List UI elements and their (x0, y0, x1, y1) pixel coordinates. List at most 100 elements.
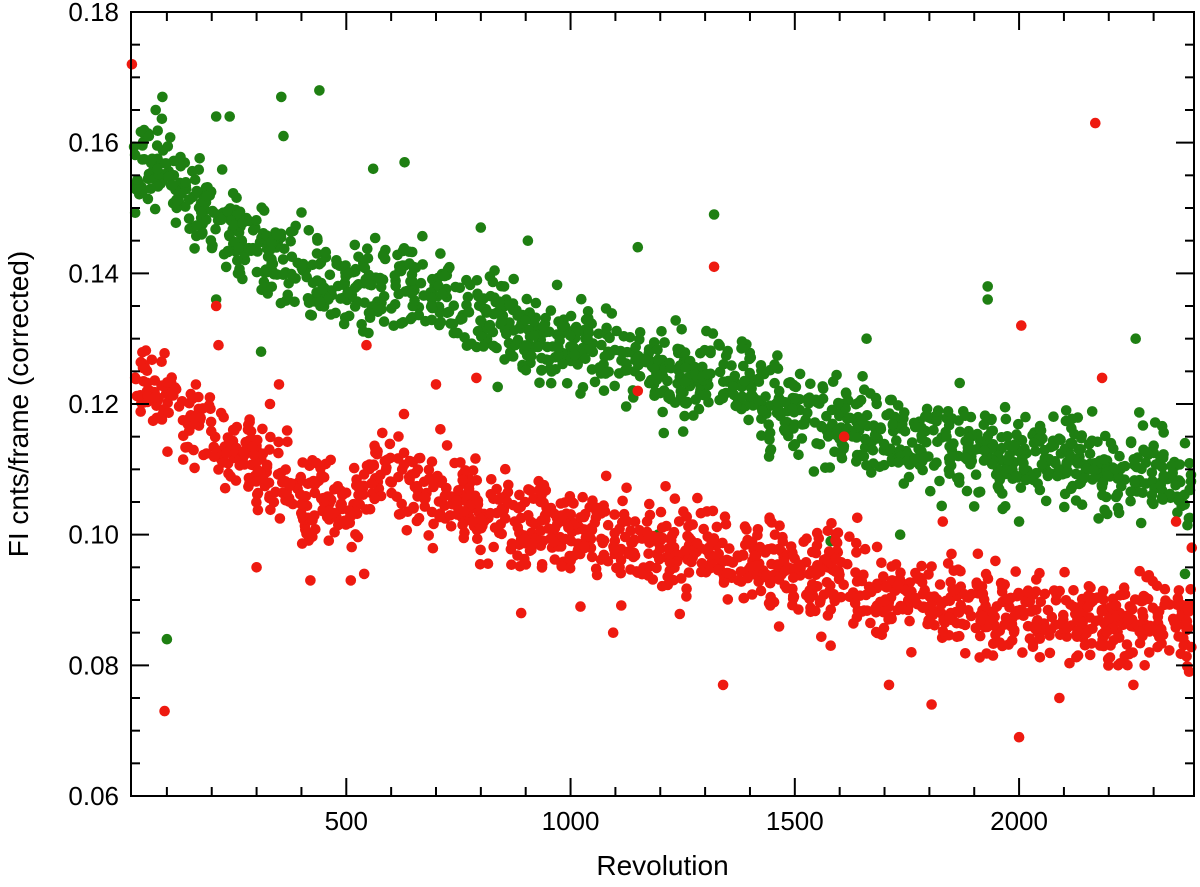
x-tick-label: 500 (325, 806, 368, 836)
outlier-point (150, 104, 161, 116)
data-point (971, 444, 982, 455)
data-point (501, 328, 512, 340)
outlier-point (251, 562, 262, 573)
data-point (1048, 585, 1060, 596)
data-point (305, 309, 316, 321)
data-point (634, 371, 646, 382)
data-point (1173, 495, 1184, 506)
data-point (744, 367, 755, 379)
data-point (1146, 496, 1158, 507)
data-point (183, 194, 195, 205)
data-point (376, 304, 387, 315)
data-point (609, 509, 620, 520)
data-point (580, 314, 592, 325)
data-point (1013, 418, 1024, 430)
data-point (600, 303, 612, 314)
data-point (1004, 449, 1015, 461)
data-point (742, 534, 753, 546)
outlier-point (213, 339, 224, 351)
data-point (316, 284, 328, 295)
data-point (1017, 647, 1028, 658)
data-point (450, 281, 461, 293)
data-point (536, 515, 547, 526)
data-point (660, 481, 671, 492)
outlier-point (1179, 568, 1191, 580)
data-point (268, 496, 280, 508)
data-point (990, 555, 1001, 567)
data-point (644, 498, 655, 510)
data-point (1068, 585, 1079, 596)
data-point (504, 300, 515, 311)
data-point (692, 492, 703, 504)
data-point (259, 267, 270, 278)
data-point (923, 614, 934, 626)
data-point (177, 454, 189, 465)
data-point (1144, 622, 1156, 634)
data-point (1078, 473, 1089, 485)
data-point (1047, 440, 1059, 452)
data-point (669, 397, 681, 409)
data-point (913, 443, 924, 455)
data-point (521, 293, 533, 305)
data-point (1186, 641, 1197, 653)
data-point (1070, 495, 1082, 506)
data-point (213, 464, 224, 475)
data-point (971, 579, 983, 591)
outlier-point (1130, 333, 1141, 345)
data-point (960, 452, 971, 464)
data-point (804, 593, 815, 605)
data-point (307, 515, 318, 526)
data-point (986, 458, 998, 470)
data-point (756, 430, 767, 441)
data-point (764, 514, 775, 526)
data-point (443, 306, 455, 318)
data-point (683, 567, 695, 578)
data-point (1004, 602, 1015, 613)
data-point (349, 301, 361, 312)
data-point (951, 617, 962, 629)
data-point (879, 595, 890, 607)
data-point (1086, 406, 1098, 417)
series-0 (128, 85, 1197, 645)
data-point (1061, 622, 1073, 634)
data-point (139, 154, 150, 165)
data-point (488, 340, 499, 352)
data-point (1035, 596, 1047, 608)
data-point (793, 449, 804, 461)
data-point (426, 456, 438, 468)
data-point (881, 582, 892, 593)
data-point (1073, 607, 1085, 618)
points-layer (126, 59, 1198, 743)
data-point (598, 385, 610, 397)
data-point (486, 474, 497, 485)
data-point (463, 307, 475, 318)
data-point (257, 423, 268, 435)
data-point (1183, 666, 1195, 677)
data-point (543, 355, 555, 366)
data-point (896, 602, 907, 613)
outlier-point (1096, 372, 1108, 384)
data-point (840, 403, 851, 414)
data-point (652, 354, 664, 365)
data-point (356, 319, 368, 330)
data-point (721, 567, 733, 579)
data-point (683, 532, 695, 544)
data-point (366, 478, 377, 489)
data-point (194, 153, 205, 164)
data-point (363, 307, 375, 319)
data-point (1108, 443, 1119, 455)
data-point (1042, 604, 1054, 616)
data-point (857, 415, 868, 427)
data-point (1040, 495, 1052, 507)
data-point (496, 528, 508, 540)
data-point (417, 230, 428, 242)
data-point (523, 510, 534, 521)
data-point (793, 604, 804, 615)
data-point (831, 429, 842, 441)
data-point (1097, 489, 1108, 501)
data-point (787, 403, 798, 415)
data-point (805, 378, 816, 390)
data-point (307, 277, 319, 289)
data-point (208, 451, 220, 463)
data-point (965, 610, 977, 622)
